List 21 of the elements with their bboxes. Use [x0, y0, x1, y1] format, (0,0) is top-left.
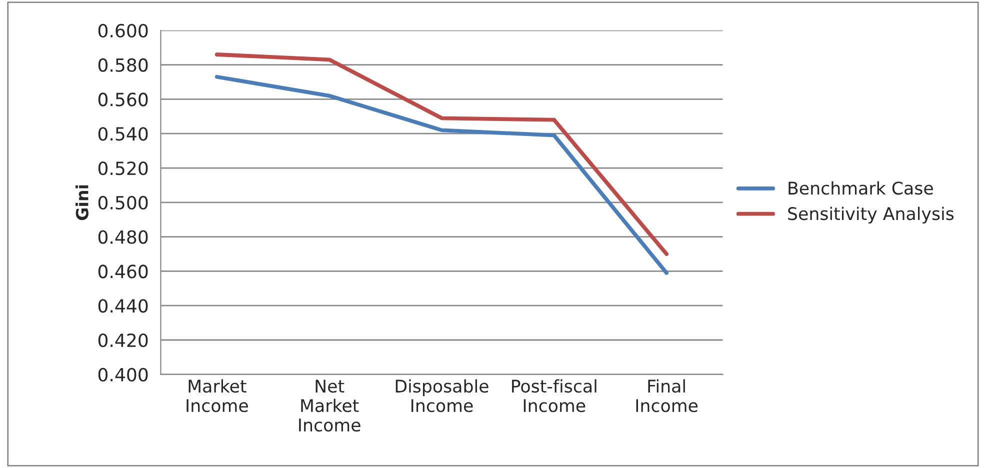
y-tick-label: 0.440 — [98, 299, 148, 313]
line-series — [214, 52, 668, 256]
x-tick-label: Post-fiscal Income — [512, 379, 596, 412]
y-tick-label: 0.400 — [98, 368, 148, 382]
x-tick-label: Final Income — [636, 379, 698, 412]
y-tick-label: 0.580 — [98, 58, 148, 72]
x-tick-label: Net Market Income — [299, 380, 360, 432]
legend-label: Sensitivity Analysis — [788, 206, 954, 224]
legend-label: Benchmark Case — [788, 181, 933, 195]
y-tick-label: 0.460 — [98, 264, 148, 278]
x-tick-label: Disposable Income — [396, 379, 488, 412]
y-tick-label: 0.600 — [98, 24, 148, 38]
y-tick-label: 0.500 — [98, 196, 148, 210]
y-tick-label: 0.520 — [98, 161, 148, 176]
y-tick-label: 0.560 — [98, 92, 148, 106]
line-series — [214, 74, 668, 275]
x-tick-label: Market Income — [186, 379, 248, 412]
y-tick-label: 0.420 — [98, 333, 148, 348]
y-tick-label: 0.540 — [98, 127, 148, 141]
y-tick-label: 0.480 — [98, 230, 148, 244]
y-axis-title: Gini — [76, 185, 88, 220]
